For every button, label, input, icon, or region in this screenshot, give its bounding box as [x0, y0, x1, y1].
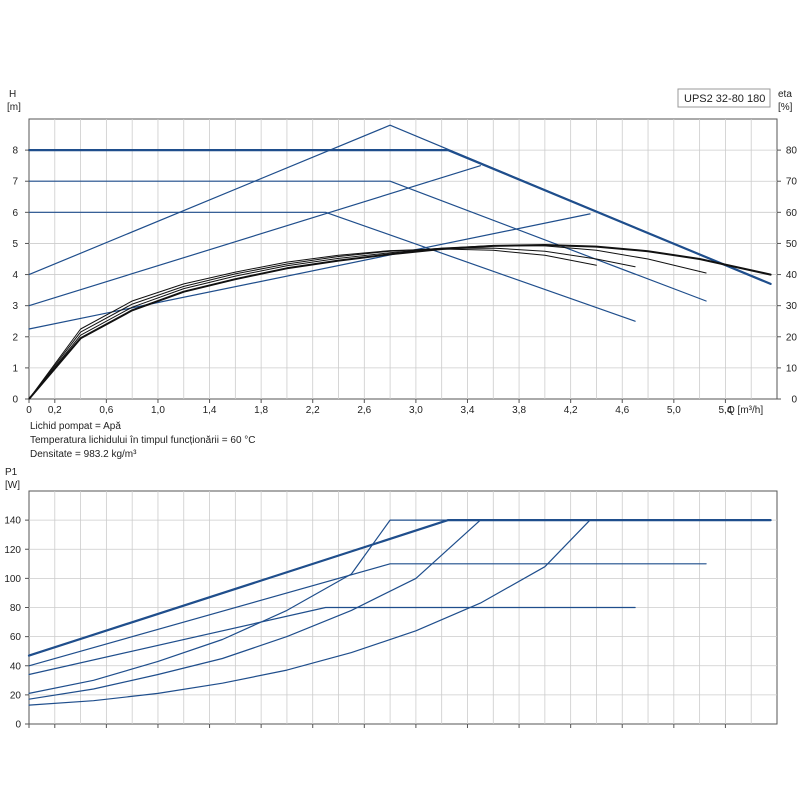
p1-tick-label: 80 — [10, 603, 22, 614]
lower-series-line-3 — [28, 606, 636, 676]
upper-series-line-10 — [28, 248, 597, 400]
x-tick-label: 1,8 — [254, 405, 268, 416]
p1-tick-label: 140 — [4, 516, 21, 527]
h-tick-label: 7 — [12, 177, 18, 188]
eta-tick-label: 20 — [786, 332, 798, 343]
upper-series-line-3 — [28, 211, 636, 322]
x-tick-label: 3,0 — [409, 405, 423, 416]
h-tick-label: 6 — [12, 208, 18, 219]
x-tick-label: 0,6 — [99, 405, 113, 416]
upper-series-group — [27, 124, 772, 400]
upper-series-line-5 — [28, 165, 481, 307]
model-label-box — [677, 88, 771, 108]
upper-series-line-1 — [27, 149, 772, 285]
model-label: UPS2 32-80 180 — [684, 93, 765, 105]
eta-tick-label: 70 — [786, 177, 798, 188]
upper-plot-frame — [28, 118, 778, 400]
upper-series-line-9 — [28, 247, 636, 400]
lower-series-line-5 — [28, 519, 481, 700]
p1-tick-label: 20 — [10, 690, 22, 701]
h-axis-unit: [m] — [7, 102, 21, 113]
lower-series-line-6 — [28, 519, 591, 706]
q-axis-title: Q [m³/h] — [727, 405, 763, 416]
h-tick-label: 0 — [12, 395, 18, 406]
h-tick-label: 4 — [12, 270, 18, 281]
lower-series-line-2 — [28, 563, 707, 667]
x-tick-label: 3,4 — [461, 405, 475, 416]
x-tick-label: 4,6 — [615, 405, 629, 416]
x-tick-label: 2,6 — [357, 405, 371, 416]
h-axis-title: H — [9, 89, 16, 100]
p1-tick-label: 0 — [15, 720, 21, 731]
eta-axis-title: eta — [778, 89, 792, 100]
h-tick-label: 2 — [12, 332, 18, 343]
eta-tick-label: 80 — [786, 146, 798, 157]
x-tick-label: 0,2 — [48, 405, 62, 416]
p1-axis-title: P1 — [5, 467, 18, 478]
density-info-line: Densitate = 983.2 kg/m³ — [30, 449, 137, 460]
x-tick-label: 5,4 — [718, 405, 732, 416]
p1-tick-label: 40 — [10, 661, 22, 672]
lower-series-line-4 — [28, 519, 772, 695]
eta-tick-label: 50 — [786, 239, 798, 250]
upper-series-line-2 — [28, 180, 707, 302]
eta-tick-label: 60 — [786, 208, 798, 219]
upper-series-line-4 — [28, 124, 772, 285]
upper-tick-labels: 0 0,2 0,6 1,0 1,4 1,8 2,2 2,6 3,0 3,4 3,8 4,2 4,6 5,0… — [12, 146, 797, 416]
h-tick-label: 1 — [12, 363, 18, 374]
x-tick-label: 0 — [26, 405, 32, 416]
p1-tick-label: 120 — [4, 545, 21, 556]
eta-tick-label: 30 — [786, 301, 798, 312]
h-tick-label: 8 — [12, 146, 18, 157]
eta-tick-label: 10 — [786, 363, 798, 374]
p1-tick-label: 60 — [10, 632, 22, 643]
p1-axis-unit: [W] — [5, 480, 20, 491]
x-tick-label: 1,4 — [203, 405, 217, 416]
temperature-info-line: Temperatura lichidului în timpul funcțio… — [30, 435, 256, 446]
fluid-info-line: Lichid pompat = Apă — [30, 421, 121, 432]
eta-tick-label: 0 — [791, 395, 797, 406]
lower-series-line-1 — [27, 518, 772, 657]
x-tick-label: 5,0 — [667, 405, 681, 416]
p1-tick-label: 100 — [4, 574, 21, 585]
x-tick-label: 4,2 — [564, 405, 578, 416]
upper-grid — [29, 119, 777, 399]
upper-series-line-8 — [28, 245, 707, 400]
x-tick-label: 1,0 — [151, 405, 165, 416]
x-tick-label: 3,8 — [512, 405, 526, 416]
upper-series-line-7 — [28, 244, 772, 400]
lower-tick-labels: 0 20 40 60 80 100 120 140 — [4, 516, 726, 731]
eta-tick-label: 40 — [786, 270, 798, 281]
h-tick-label: 5 — [12, 239, 18, 250]
h-tick-label: 3 — [12, 301, 18, 312]
x-tick-label: 2,2 — [306, 405, 320, 416]
lower-series-group — [27, 518, 772, 706]
eta-axis-unit: [%] — [778, 102, 793, 113]
